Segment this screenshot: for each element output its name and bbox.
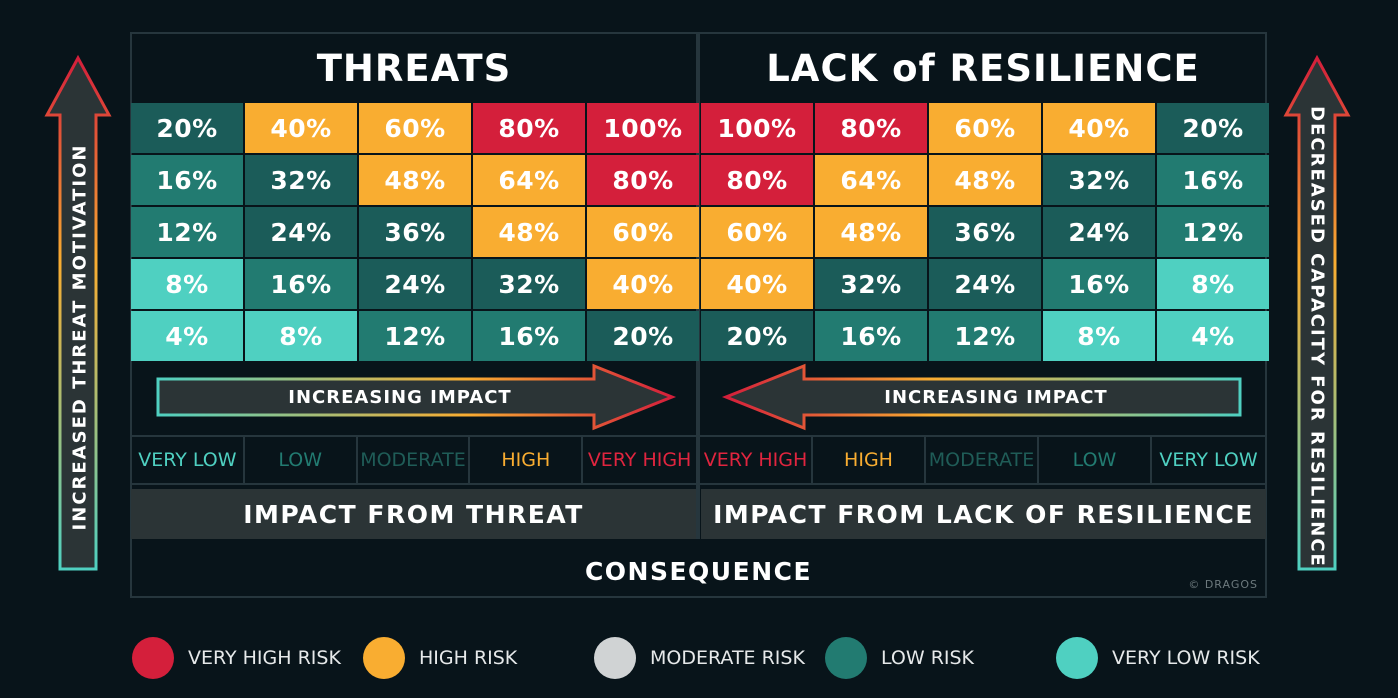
legend-label: HIGH RISK [419,647,518,669]
risk-cell: 80% [473,103,585,153]
risk-cell: 24% [929,259,1041,309]
increasing-impact-label-right: INCREASING IMPACT [884,386,1108,408]
risk-cell: 48% [815,207,927,257]
risk-cell: 80% [815,103,927,153]
risk-cell: 4% [1157,311,1269,361]
risk-cell: 60% [359,103,471,153]
impact-level: VERY LOW [132,437,245,483]
risk-cell: 48% [359,155,471,205]
risk-cell: 24% [245,207,357,257]
risk-cell: 48% [929,155,1041,205]
legend-label: VERY HIGH RISK [188,647,341,669]
copyright-text: © DRAGOS [1188,578,1258,591]
legend-low: LOW RISK [825,636,974,680]
risk-cell: 24% [1043,207,1155,257]
impact-level: LOW [1039,437,1152,483]
risk-cell: 16% [131,155,243,205]
risk-cell: 36% [359,207,471,257]
impact-level: MODERATE [358,437,471,483]
impact-from-threat-band: IMPACT FROM THREAT [131,489,696,539]
risk-cell: 40% [587,259,699,309]
legend-label: VERY LOW RISK [1112,647,1260,669]
legend-very-low: VERY LOW RISK [1056,636,1260,680]
risk-cell: 16% [473,311,585,361]
impact-level: VERY HIGH [700,437,813,483]
risk-cell: 8% [1157,259,1269,309]
impact-from-lack-of-resilience-band: IMPACT FROM LACK OF RESILIENCE [701,489,1266,539]
risk-cell: 32% [245,155,357,205]
threat-motivation-arrow [44,55,112,571]
impact-level: HIGH [813,437,926,483]
risk-cell: 20% [131,103,243,153]
impact-level: HIGH [470,437,584,483]
risk-cell: 60% [587,207,699,257]
risk-cell: 4% [131,311,243,361]
risk-cell: 12% [1157,207,1269,257]
increased-threat-motivation-label: INCREASED THREAT MOTIVATION [69,143,91,531]
risk-cell: 32% [815,259,927,309]
impact-levels-resilience: VERY HIGH HIGH MODERATE LOW VERY LOW [700,435,1266,485]
resilience-header: LACK of RESILIENCE [766,46,1200,90]
risk-cell: 40% [1043,103,1155,153]
risk-cell: 40% [701,259,813,309]
risk-cell: 64% [815,155,927,205]
risk-cell: 20% [587,311,699,361]
risk-cell: 48% [473,207,585,257]
moderate-risk-swatch [594,637,636,679]
risk-cell: 8% [245,311,357,361]
legend-very-high: VERY HIGH RISK [132,636,341,680]
resilience-grid: 100% 80% 60% 40% 20% 80% 64% 48% 32% 16% 60% 48% 36%… [701,103,1269,361]
impact-level: VERY LOW [1159,449,1258,471]
increasing-impact-arrow-left [721,363,1242,431]
low-risk-swatch [825,637,867,679]
impact-level: VERY HIGH [587,449,692,471]
impact-level: LOW [245,437,358,483]
risk-cell: 16% [1157,155,1269,205]
risk-cell: 100% [587,103,699,153]
risk-cell: 12% [929,311,1041,361]
risk-cell: 100% [701,103,813,153]
legend-high: HIGH RISK [363,636,517,680]
legend-moderate: MODERATE RISK [594,636,805,680]
very-high-risk-swatch [132,637,174,679]
decreased-capacity-label: DECREASED CAPACITY FOR RESILIENCE [1306,106,1328,568]
risk-cell: 8% [131,259,243,309]
impact-levels-threat: VERY LOW LOW MODERATE HIGH VERY HIGH [132,435,696,485]
risk-cell: 80% [701,155,813,205]
risk-cell: 32% [473,259,585,309]
consequence-label: CONSEQUENCE [584,556,813,586]
threats-grid: 20% 40% 60% 80% 100% 16% 32% 48% 64% 80% 12% 24% 36%… [131,103,699,361]
increasing-impact-arrow-right [156,363,677,431]
risk-cell: 40% [245,103,357,153]
resilience-capacity-arrow [1283,55,1351,571]
risk-cell: 12% [131,207,243,257]
risk-cell: 20% [1157,103,1269,153]
risk-cell: 16% [245,259,357,309]
risk-cell: 60% [701,207,813,257]
impact-level: MODERATE [926,437,1039,483]
legend-label: MODERATE RISK [650,647,805,669]
risk-cell: 80% [587,155,699,205]
risk-cell: 24% [359,259,471,309]
risk-cell: 36% [929,207,1041,257]
risk-cell: 20% [701,311,813,361]
legend-label: LOW RISK [881,647,975,669]
risk-cell: 8% [1043,311,1155,361]
risk-cell: 60% [929,103,1041,153]
risk-cell: 16% [815,311,927,361]
risk-cell: 12% [359,311,471,361]
risk-cell: 32% [1043,155,1155,205]
very-low-risk-swatch [1056,637,1098,679]
risk-cell: 64% [473,155,585,205]
high-risk-swatch [363,637,405,679]
threats-header: THREATS [316,46,512,90]
increasing-impact-label-left: INCREASING IMPACT [288,386,512,408]
risk-cell: 16% [1043,259,1155,309]
